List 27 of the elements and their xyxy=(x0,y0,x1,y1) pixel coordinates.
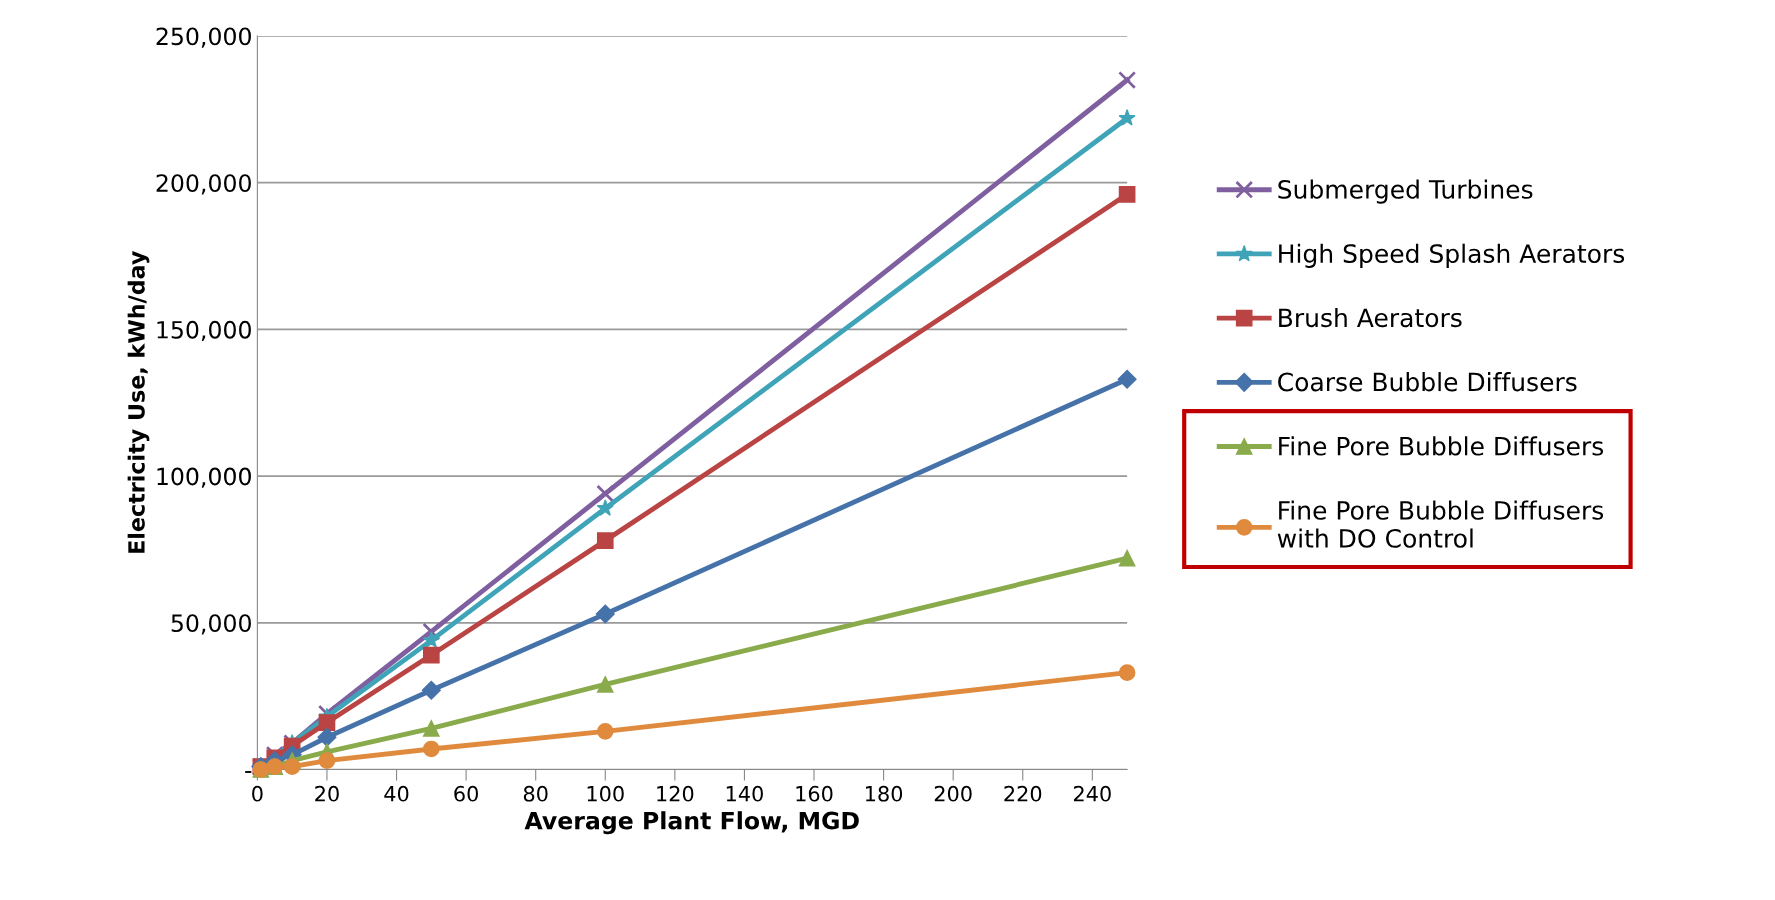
x-tick-label: 220 xyxy=(1004,785,1042,802)
legend-label: High Speed Splash Aerators xyxy=(1279,243,1625,268)
x-tick-label: 80 xyxy=(523,785,548,802)
legend-label: Fine Pore Bubble Diffusers xyxy=(1279,436,1604,456)
y-axis-title: Electricity Use, kWh/day xyxy=(127,250,150,553)
y-tick-label: 250,000 xyxy=(156,27,251,48)
x-tick-label: 0 xyxy=(252,785,263,802)
x-axis-title: Average Plant Flow, MGD xyxy=(524,811,859,835)
x-tick-label: 40 xyxy=(384,785,409,802)
x-tick-label: 120 xyxy=(657,785,694,802)
legend-label: Fine Pore Bubble Diffusers with DO Control xyxy=(1277,500,1604,548)
x-tick-label: 180 xyxy=(866,785,903,802)
x-tick-label: 240 xyxy=(1073,785,1111,802)
x-tick-label: 200 xyxy=(934,785,972,802)
x-tick-label: 100 xyxy=(587,785,624,802)
y-tick-label: 50,000 xyxy=(171,614,251,635)
legend-label: Brush Aerators xyxy=(1279,307,1462,328)
x-tick-label: 140 xyxy=(726,785,763,802)
y-tick-label: 150,000 xyxy=(157,320,251,342)
x-tick-label: 20 xyxy=(315,785,339,802)
legend-label: Submerged Turbines xyxy=(1278,179,1533,204)
y-tick-label: 100,000 xyxy=(157,467,251,488)
x-tick-label: 60 xyxy=(454,785,478,802)
legend-label: Coarse Bubble Diffusers xyxy=(1278,372,1577,392)
y-tick-label: - xyxy=(245,771,252,773)
y-tick-label: 200,000 xyxy=(156,174,251,195)
x-tick-label: 160 xyxy=(796,785,833,802)
